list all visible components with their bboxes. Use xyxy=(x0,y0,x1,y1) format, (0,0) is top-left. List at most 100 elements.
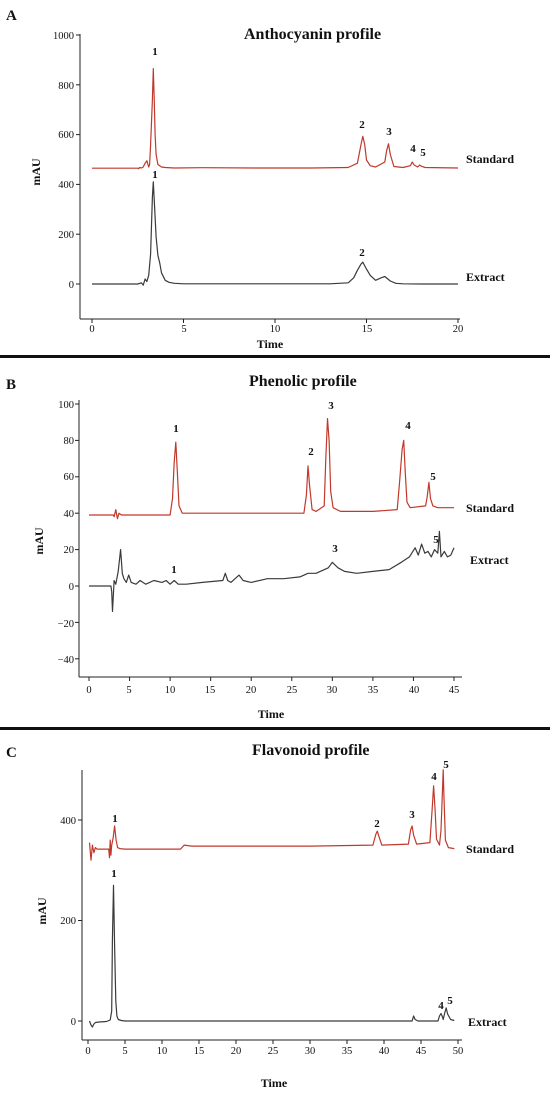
x-tick-label: 30 xyxy=(327,685,338,696)
peak-label: 1 xyxy=(173,423,179,435)
peak-label: 5 xyxy=(420,147,426,159)
trace-label-standard: Standard xyxy=(466,152,514,166)
x-tick-label: 20 xyxy=(246,685,257,696)
peak-label: 5 xyxy=(447,995,453,1007)
y-tick-label: 0 xyxy=(69,582,74,593)
series-group xyxy=(88,769,455,1028)
trace-label-extract: Extract xyxy=(466,270,505,284)
trace-label-standard: Standard xyxy=(466,501,514,515)
x-tick-label: 20 xyxy=(453,324,464,335)
y-tick-label: 400 xyxy=(60,816,76,827)
series-line-standard xyxy=(89,418,454,520)
y-tick-label: 100 xyxy=(58,400,74,411)
x-tick-label: 0 xyxy=(85,1046,90,1057)
x-tick-label: 0 xyxy=(89,324,94,335)
x-tick-label: 35 xyxy=(368,685,379,696)
series-line-standard xyxy=(88,769,455,861)
panel-b: B Phenolic profile −40 −20 0 20 40 60 80… xyxy=(6,373,514,721)
peak-label: 2 xyxy=(359,247,365,259)
x-tick-label: 20 xyxy=(231,1046,242,1057)
peak-label: 2 xyxy=(359,119,365,131)
peak-label: 4 xyxy=(405,420,411,432)
panel-c: C Flavonoid profile 0 200 400 0 5 10 15 … xyxy=(6,742,514,1090)
panel-letter: B xyxy=(6,377,16,393)
y-tick-label: −40 xyxy=(58,655,74,666)
peak-label: 1 xyxy=(152,46,158,58)
peak-label: 1 xyxy=(171,564,177,576)
chart-title: Anthocyanin profile xyxy=(244,26,381,43)
x-tick-label: 10 xyxy=(157,1046,168,1057)
x-tick-label: 5 xyxy=(181,324,186,335)
x-tick-label: 5 xyxy=(122,1046,127,1057)
peak-label: 2 xyxy=(374,818,380,830)
x-tick-label: 30 xyxy=(305,1046,316,1057)
x-tick-label: 15 xyxy=(362,324,373,335)
panel-letter: C xyxy=(6,745,17,761)
axis-ticks xyxy=(76,34,459,323)
peak-label: 5 xyxy=(443,759,449,771)
series-line-extract xyxy=(88,884,455,1028)
chart-title: Phenolic profile xyxy=(249,373,357,390)
y-tick-label: 80 xyxy=(64,436,75,447)
y-tick-label: 0 xyxy=(69,280,74,291)
y-tick-label: 40 xyxy=(64,509,75,520)
peak-label: 2 xyxy=(308,446,314,458)
x-axis-label: Time xyxy=(258,707,285,721)
panel-divider xyxy=(0,727,550,730)
y-tick-label: 400 xyxy=(58,180,74,191)
plot-frame xyxy=(81,770,462,1041)
axis-ticks xyxy=(75,403,455,681)
plot-frame xyxy=(79,34,460,320)
series-group xyxy=(89,418,455,613)
series-line-extract xyxy=(89,530,455,613)
x-tick-label: 40 xyxy=(379,1046,390,1057)
y-tick-label: 200 xyxy=(58,230,74,241)
x-tick-label: 15 xyxy=(205,685,216,696)
y-axis-label: mAU xyxy=(35,897,49,925)
plot-frame xyxy=(78,400,462,678)
y-tick-label: 1000 xyxy=(53,31,74,42)
x-tick-label: 0 xyxy=(86,685,91,696)
y-axis-label: mAU xyxy=(29,158,43,186)
x-tick-label: 5 xyxy=(126,685,131,696)
y-axis-label: mAU xyxy=(32,527,46,555)
y-tick-label: −20 xyxy=(58,619,74,630)
series-line-extract xyxy=(92,181,458,286)
trace-label-extract: Extract xyxy=(470,553,509,567)
peak-label: 4 xyxy=(431,771,437,783)
panel-a: A Anthocyanin profile 0 200 400 600 800 … xyxy=(6,8,514,351)
panel-letter: A xyxy=(6,8,17,24)
x-tick-label: 25 xyxy=(287,685,298,696)
series-line-standard xyxy=(92,67,459,170)
x-tick-label: 35 xyxy=(342,1046,353,1057)
y-tick-label: 0 xyxy=(71,1017,76,1028)
trace-label-extract: Extract xyxy=(468,1015,507,1029)
x-tick-label: 45 xyxy=(416,1046,427,1057)
x-tick-label: 15 xyxy=(194,1046,205,1057)
x-tick-label: 40 xyxy=(409,685,420,696)
peak-label: 1 xyxy=(152,169,158,181)
peak-label: 1 xyxy=(111,868,117,880)
y-tick-label: 800 xyxy=(58,81,74,92)
chart-title: Flavonoid profile xyxy=(252,742,370,759)
peak-label: 3 xyxy=(332,543,338,555)
y-tick-label: 200 xyxy=(60,916,76,927)
x-axis-label: Time xyxy=(257,337,284,351)
x-tick-label: 50 xyxy=(453,1046,464,1057)
trace-label-standard: Standard xyxy=(466,842,514,856)
series-group xyxy=(92,67,459,286)
x-tick-label: 25 xyxy=(268,1046,279,1057)
y-tick-label: 600 xyxy=(58,130,74,141)
peak-label: 4 xyxy=(438,1000,444,1012)
peak-label: 1 xyxy=(112,813,118,825)
x-tick-label: 45 xyxy=(449,685,460,696)
y-tick-label: 60 xyxy=(64,472,75,483)
x-axis-label: Time xyxy=(261,1076,288,1090)
peak-label: 3 xyxy=(386,126,392,138)
x-tick-label: 10 xyxy=(270,324,281,335)
y-tick-label: 20 xyxy=(64,545,75,556)
peak-label: 5 xyxy=(433,534,439,546)
peak-label: 3 xyxy=(409,809,415,821)
peak-label: 3 xyxy=(328,400,334,412)
